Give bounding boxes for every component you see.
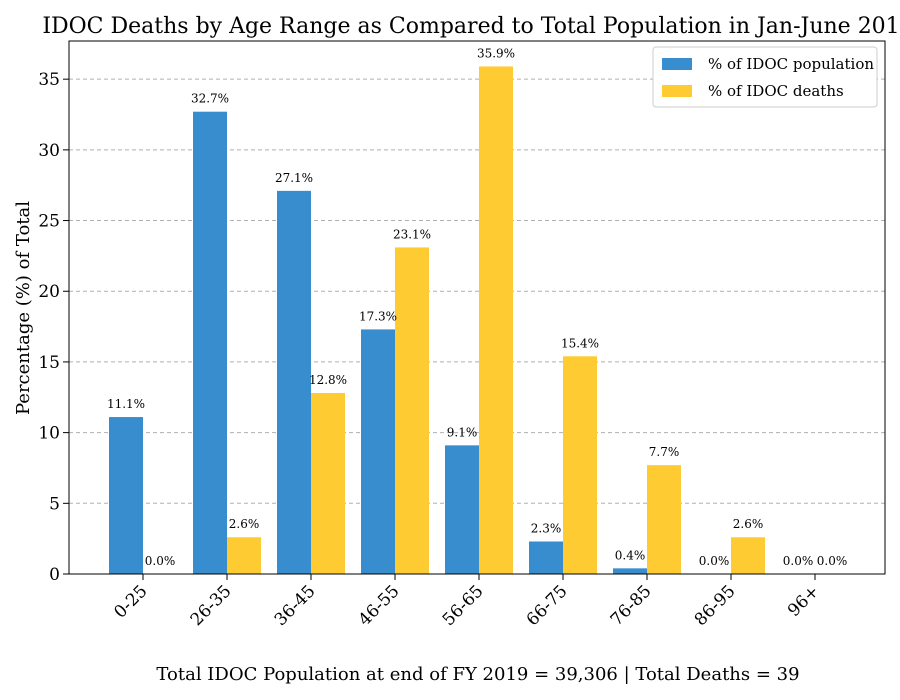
- x-axis-label: Total IDOC Population at end of FY 2019 …: [156, 664, 799, 685]
- bar-deaths: [311, 393, 345, 574]
- bar-value-label: 9.1%: [447, 425, 478, 439]
- legend-swatch-deaths: [662, 85, 692, 97]
- y-tick-label: 25: [38, 212, 60, 232]
- bar-deaths: [563, 356, 597, 574]
- bar-deaths: [395, 247, 429, 574]
- bar-deaths: [731, 537, 765, 574]
- y-axis-label: Percentage (%) of Total: [13, 201, 34, 415]
- chart-title: IDOC Deaths by Age Range as Compared to …: [42, 14, 900, 39]
- bar-value-label: 0.0%: [145, 554, 176, 568]
- bar-value-label: 7.7%: [649, 445, 680, 459]
- bar-population: [109, 417, 143, 574]
- bar-value-label: 17.3%: [359, 309, 397, 323]
- bar-value-label: 27.1%: [275, 171, 313, 185]
- plot-frame: [68, 40, 886, 575]
- bar-value-label: 32.7%: [191, 92, 229, 106]
- bar-population: [613, 568, 647, 574]
- bar-value-label: 0.0%: [699, 554, 730, 568]
- legend-frame: [652, 46, 878, 108]
- bar-deaths: [647, 465, 681, 574]
- y-tick-label: 30: [38, 141, 60, 161]
- bar-value-label: 35.9%: [477, 46, 515, 60]
- bar-population: [361, 329, 395, 574]
- bar-population: [193, 111, 227, 575]
- bar-value-label: 2.6%: [733, 517, 764, 531]
- bar-population: [529, 541, 563, 574]
- y-tick-label: 5: [49, 494, 60, 514]
- bar-value-label: 12.8%: [309, 373, 347, 387]
- y-tick-label: 0: [49, 565, 60, 585]
- bar-value-label: 15.4%: [561, 336, 599, 350]
- bar-value-label: 0.4%: [615, 548, 646, 562]
- bar-value-label: 0.0%: [783, 554, 814, 568]
- bar-value-label: 2.6%: [229, 517, 260, 531]
- bar-deaths: [479, 66, 513, 574]
- bars-layer: [109, 66, 765, 575]
- bar-population: [277, 190, 311, 575]
- bar-population: [445, 445, 479, 574]
- legend-swatch-population: [662, 58, 692, 70]
- y-tick-label: 20: [38, 282, 60, 302]
- bar-deaths: [227, 537, 261, 574]
- legend-label-population: % of IDOC population: [708, 55, 874, 73]
- legend-label-deaths: % of IDOC deaths: [708, 82, 844, 100]
- bar-value-label: 0.0%: [817, 554, 848, 568]
- legend: % of IDOC population % of IDOC deaths: [652, 46, 878, 108]
- bar-value-label: 23.1%: [393, 227, 431, 241]
- y-tick-label: 15: [38, 353, 60, 373]
- y-tick-label: 35: [38, 70, 60, 90]
- y-tick-label: 10: [38, 424, 60, 444]
- bar-value-label: 2.3%: [531, 521, 562, 535]
- bar-value-label: 11.1%: [107, 397, 145, 411]
- bar-labels-layer: 11.1%32.7%27.1%17.3%9.1%2.3%0.4% 0.0% 0.0%…: [107, 46, 847, 568]
